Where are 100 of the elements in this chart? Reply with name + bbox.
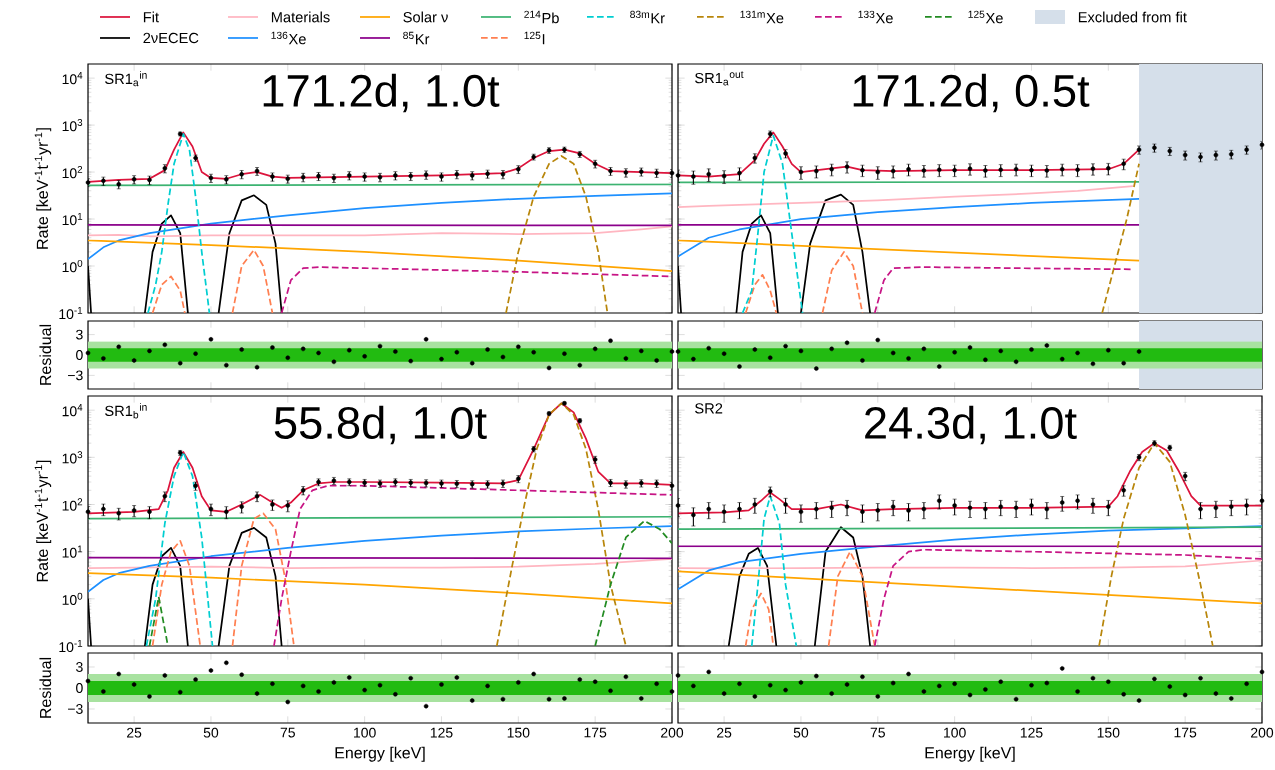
point <box>798 680 804 685</box>
point <box>1213 691 1219 696</box>
point <box>706 345 712 351</box>
point <box>485 683 490 689</box>
x-tick-label: 25 <box>717 727 732 738</box>
point <box>967 345 973 350</box>
point <box>454 675 460 680</box>
point <box>362 687 367 693</box>
x-tick-label: 75 <box>280 727 295 738</box>
point <box>691 512 696 518</box>
x-tick-label: 100 <box>944 727 966 738</box>
point <box>706 506 712 512</box>
point <box>485 347 490 352</box>
point <box>1029 682 1034 688</box>
point <box>967 692 973 698</box>
point <box>1059 666 1065 671</box>
point <box>983 687 988 692</box>
point <box>783 343 788 349</box>
point <box>1075 498 1080 504</box>
point <box>706 669 712 675</box>
legend-label: $^{83m}$Kr <box>630 10 665 24</box>
point <box>101 356 106 361</box>
point <box>469 360 475 366</box>
point <box>316 350 321 356</box>
point <box>608 688 613 694</box>
point <box>669 689 675 694</box>
point <box>921 689 927 694</box>
x-tick-label: 150 <box>1097 727 1120 738</box>
point <box>300 346 306 352</box>
point <box>331 359 337 365</box>
point <box>844 682 850 687</box>
x-tick-label: 200 <box>661 727 684 738</box>
point <box>1106 166 1111 171</box>
point <box>162 342 168 348</box>
point <box>691 683 696 689</box>
point <box>675 673 681 678</box>
point <box>1259 669 1265 675</box>
point <box>439 356 444 362</box>
point <box>983 506 988 512</box>
point <box>531 671 536 677</box>
point <box>347 675 352 680</box>
point <box>921 346 927 352</box>
point <box>1228 696 1234 701</box>
point <box>1075 689 1080 694</box>
point <box>967 505 973 511</box>
point <box>937 498 942 504</box>
line-series <box>145 451 214 646</box>
point <box>906 671 911 677</box>
point <box>937 683 942 689</box>
point <box>270 345 275 350</box>
point <box>546 365 552 371</box>
point <box>639 696 644 701</box>
y-axis-title: Residual <box>39 324 52 385</box>
chart-title: 24.3d, 1.0t <box>865 405 1077 445</box>
point <box>798 509 804 515</box>
point <box>85 350 91 356</box>
chart-title: 171.2d, 1.0t <box>263 73 500 113</box>
point <box>675 349 681 354</box>
point <box>829 505 834 511</box>
y-tick-label: 0 <box>76 350 83 360</box>
point <box>737 364 742 369</box>
point <box>562 351 567 356</box>
point <box>500 696 506 702</box>
y-tick-label: −3 <box>68 704 83 714</box>
point <box>208 668 214 673</box>
point <box>1244 681 1249 687</box>
y-tick-label: 10$^{3}$ <box>62 451 83 464</box>
point <box>875 508 881 513</box>
point <box>562 696 567 701</box>
line-series <box>88 558 672 569</box>
point <box>1198 506 1203 512</box>
point <box>669 349 675 354</box>
point <box>906 508 911 513</box>
point <box>1106 504 1111 509</box>
y-tick-label: −3 <box>68 370 83 381</box>
y-tick-label: 0 <box>76 683 83 693</box>
point <box>623 356 629 361</box>
point <box>1044 168 1050 173</box>
point <box>1121 360 1126 366</box>
point <box>285 355 291 360</box>
point <box>393 349 398 354</box>
legend-label: $^{125}$Xe <box>968 10 1003 24</box>
point <box>829 691 834 696</box>
x-tick-label: 125 <box>1020 727 1043 738</box>
point <box>783 502 788 507</box>
point <box>1136 698 1142 703</box>
point <box>639 348 644 354</box>
point <box>516 344 521 350</box>
point <box>531 350 536 355</box>
legend-label: 2νECEC <box>143 32 199 44</box>
y-tick-label: 3 <box>76 329 83 340</box>
line-series <box>147 133 211 313</box>
point <box>952 503 957 508</box>
legend-label: Materials <box>271 11 330 23</box>
point <box>162 673 168 678</box>
line-series <box>88 239 672 272</box>
point <box>721 509 727 515</box>
point <box>1013 505 1019 511</box>
x-tick-label: 50 <box>793 727 809 738</box>
point <box>654 681 659 687</box>
